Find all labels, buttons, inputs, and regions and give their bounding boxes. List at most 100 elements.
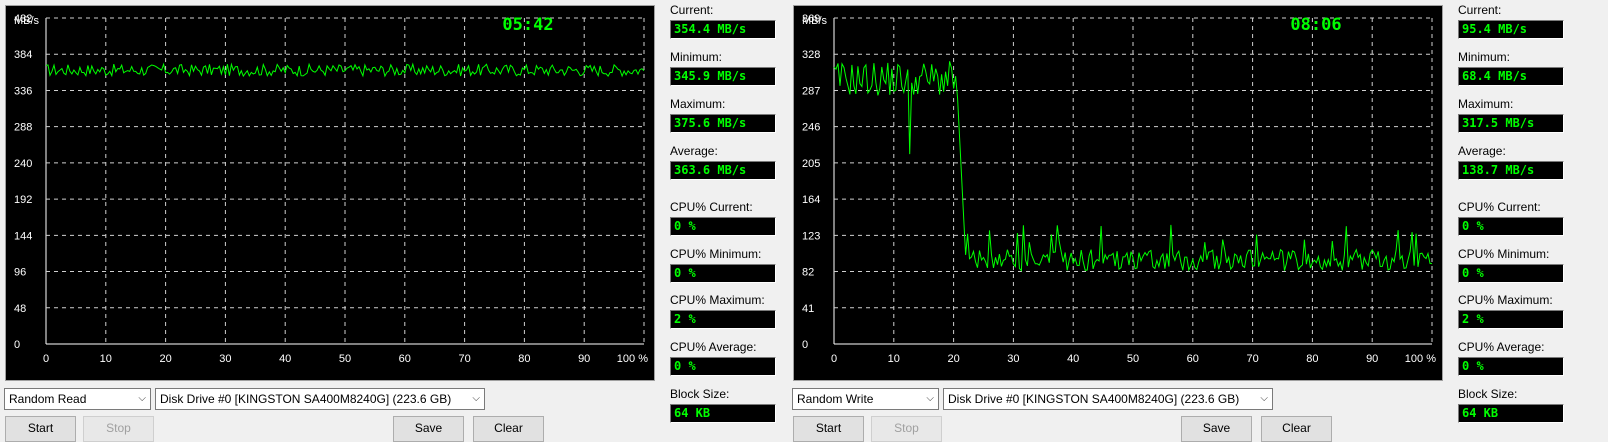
cpu-average-value: 0 % [670,357,776,376]
y-tick-label: 328 [802,49,820,61]
y-tick-label: 205 [802,158,820,170]
drive-value: Disk Drive #0 [KINGSTON SA400M8240G] (22… [160,392,452,406]
cpu-current-value: 0 % [670,217,776,236]
cpu-minimum-value: 0 % [1458,264,1564,283]
test-mode-value: Random Read [9,392,87,406]
stop-button[interactable]: Stop [871,416,942,442]
current-value: 95.4 MB/s [1458,20,1564,39]
x-tick-label: 100 % [617,353,648,365]
drive-value: Disk Drive #0 [KINGSTON SA400M8240G] (22… [948,392,1240,406]
x-tick-label: 90 [1366,353,1378,365]
clear-button[interactable]: Clear [473,416,544,442]
elapsed-time: 08:06 [1290,15,1341,35]
save-button[interactable]: Save [1181,416,1252,442]
x-tick-label: 0 [831,353,837,365]
throughput-graph: 0 41 82 123 164 205 246 287 328 369 MB/s 0 10 20 30 40 5… [793,5,1443,381]
cpu-minimum-value: 0 % [670,264,776,283]
y-tick-label: 336 [14,85,32,97]
chevron-down-icon: ⌵ [472,393,480,404]
start-button[interactable]: Start [5,416,76,442]
throughput-trace [45,62,645,78]
cpu-maximum-value: 2 % [1458,310,1564,329]
average-label: Average: [670,144,718,158]
cpu-minimum-label: CPU% Minimum: [1458,247,1550,261]
y-tick-label: 144 [14,230,32,242]
average-value: 363.6 MB/s [670,161,776,180]
x-tick-label: 100 % [1405,353,1436,365]
cpu-average-label: CPU% Average: [670,340,757,354]
cpu-current-label: CPU% Current: [670,200,753,214]
cpu-maximum-label: CPU% Maximum: [670,293,765,307]
x-tick-label: 20 [159,353,171,365]
benchmark-panel-write: 0 41 82 123 164 205 246 287 328 369 MB/s 0 10 20 30 40 5… [788,0,1592,442]
cpu-maximum-label: CPU% Maximum: [1458,293,1553,307]
x-tick-label: 90 [578,353,590,365]
x-tick-label: 80 [1306,353,1318,365]
cpu-average-label: CPU% Average: [1458,340,1545,354]
minimum-label: Minimum: [1458,50,1511,64]
drive-select[interactable]: Disk Drive #0 [KINGSTON SA400M8240G] (22… [943,388,1273,410]
y-tick-label: 432 [14,13,32,25]
x-tick-label: 20 [947,353,959,365]
y-tick-label: 369 [802,13,820,25]
current-label: Current: [670,3,714,17]
throughput-graph: 0 48 96 144 192 240 288 336 384 432 MB/s 0 10 20 30 40 5… [5,5,655,381]
x-tick-label: 40 [279,353,291,365]
minimum-value: 345.9 MB/s [670,67,776,86]
y-tick-label: 287 [802,85,820,97]
test-mode-value: Random Write [797,392,874,406]
x-tick-label: 50 [339,353,351,365]
maximum-value: 375.6 MB/s [670,114,776,133]
chevron-down-icon: ⌵ [138,393,146,404]
x-tick-label: 0 [43,353,49,365]
y-tick-label: 192 [14,194,32,206]
y-unit-label: MB/s [802,15,828,27]
current-value: 354.4 MB/s [670,20,776,39]
y-tick-label: 164 [802,194,820,206]
x-tick-label: 30 [219,353,231,365]
save-button[interactable]: Save [393,416,464,442]
block-size-label: Block Size: [670,387,730,401]
y-unit-label: MB/s [14,15,40,27]
block-size-value: 64 KB [670,404,776,423]
stop-button[interactable]: Stop [83,416,154,442]
test-mode-select[interactable]: Random Write ⌵ [792,388,939,410]
y-tick-label: 48 [14,303,26,315]
y-tick-label: 82 [802,267,814,279]
cpu-current-value: 0 % [1458,217,1564,236]
x-tick-label: 10 [888,353,900,365]
cpu-maximum-value: 2 % [670,310,776,329]
y-tick-label: 240 [14,158,32,170]
elapsed-time: 05:42 [502,15,553,35]
average-label: Average: [1458,144,1506,158]
throughput-trace [833,61,1433,272]
y-tick-label: 96 [14,267,26,279]
x-tick-label: 60 [1187,353,1199,365]
x-tick-label: 50 [1127,353,1139,365]
average-value: 138.7 MB/s [1458,161,1564,180]
cpu-average-value: 0 % [1458,357,1564,376]
maximum-label: Maximum: [670,97,726,111]
x-tick-label: 30 [1007,353,1019,365]
y-tick-label: 384 [14,49,32,61]
x-tick-label: 70 [1246,353,1258,365]
x-tick-label: 70 [458,353,470,365]
y-tick-label: 123 [802,230,820,242]
y-tick-label: 0 [802,339,808,351]
y-tick-label: 0 [14,339,20,351]
chevron-down-icon: ⌵ [926,393,934,404]
x-tick-label: 60 [399,353,411,365]
minimum-label: Minimum: [670,50,723,64]
block-size-value: 64 KB [1458,404,1564,423]
cpu-current-label: CPU% Current: [1458,200,1541,214]
y-tick-label: 288 [14,122,32,134]
current-label: Current: [1458,3,1502,17]
start-button[interactable]: Start [793,416,864,442]
test-mode-select[interactable]: Random Read ⌵ [4,388,151,410]
x-tick-label: 10 [100,353,112,365]
drive-select[interactable]: Disk Drive #0 [KINGSTON SA400M8240G] (22… [155,388,485,410]
maximum-label: Maximum: [1458,97,1514,111]
clear-button[interactable]: Clear [1261,416,1332,442]
